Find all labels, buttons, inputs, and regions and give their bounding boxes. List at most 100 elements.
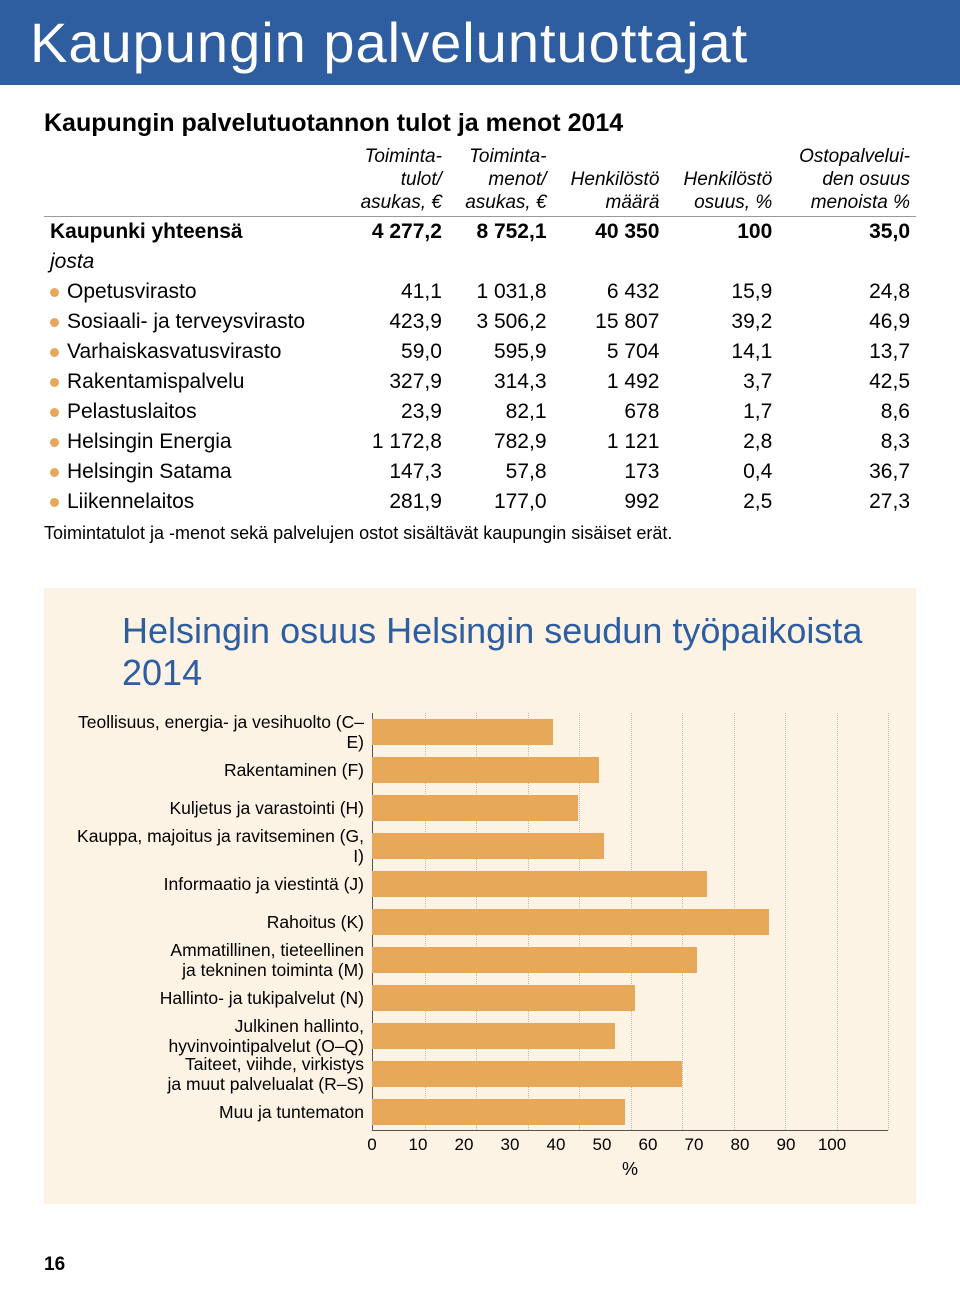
row-value: 5 704 (553, 337, 666, 367)
chart-bar (372, 795, 578, 821)
x-tick-label: 10 (409, 1135, 428, 1155)
chart-bar (372, 985, 635, 1011)
row-value: 2,5 (665, 487, 778, 517)
chart-row-label: Informaatio ja viestintä (J) (72, 865, 372, 903)
bullet-icon (50, 288, 59, 297)
chart-bar-row (372, 865, 888, 903)
row-value: 2,8 (665, 427, 778, 457)
row-value: 59,0 (343, 337, 448, 367)
row-value: 423,9 (343, 307, 448, 337)
page-number: 16 (0, 1234, 960, 1290)
x-tick-label: 50 (593, 1135, 612, 1155)
row-label: Rakentamispalvelu (44, 367, 343, 397)
chart-row-label: Rakentaminen (F) (72, 751, 372, 789)
row-value: 41,1 (343, 277, 448, 307)
row-label: Liikennelaitos (44, 487, 343, 517)
chart-x-unit: % (372, 1159, 888, 1180)
chart-plot (372, 713, 888, 1131)
row-label: Varhaiskasvatusvirasto (44, 337, 343, 367)
table-row: Pelastuslaitos23,982,16781,78,6 (44, 397, 916, 427)
table-header-cell: Toiminta-menot/asukas, € (448, 144, 553, 217)
row-value: 4 277,2 (343, 217, 448, 248)
x-tick-label: 100 (818, 1135, 846, 1155)
chart-bar (372, 1023, 615, 1049)
row-value: 0,4 (665, 457, 778, 487)
row-value: 327,9 (343, 367, 448, 397)
table-header-cell: Henkilöstömäärä (553, 144, 666, 217)
x-tick-label: 70 (685, 1135, 704, 1155)
chart-bar-row (372, 979, 888, 1017)
table-section: Kaupungin palvelutuotannon tulot ja meno… (0, 85, 960, 564)
row-value: 3,7 (665, 367, 778, 397)
x-tick-label: 20 (455, 1135, 474, 1155)
chart-row-label: Ammatillinen, tieteellinenja tekninen to… (72, 941, 372, 979)
table-footnote: Toimintatulot ja -menot sekä palvelujen … (44, 523, 916, 544)
table-head: Toiminta-tulot/asukas, €Toiminta-menot/a… (44, 144, 916, 217)
table-row: Rakentamispalvelu327,9314,31 4923,742,5 (44, 367, 916, 397)
x-tick-label: 40 (547, 1135, 566, 1155)
row-value: 1 172,8 (343, 427, 448, 457)
row-value: 1 492 (553, 367, 666, 397)
bullet-icon (50, 498, 59, 507)
chart-bar-row (372, 751, 888, 789)
row-value: 46,9 (778, 307, 916, 337)
chart-x-axis: 0102030405060708090100 (372, 1135, 832, 1157)
row-value: 23,9 (343, 397, 448, 427)
x-tick-label: 0 (367, 1135, 376, 1155)
row-value: 281,9 (343, 487, 448, 517)
row-value: 82,1 (448, 397, 553, 427)
data-table: Toiminta-tulot/asukas, €Toiminta-menot/a… (44, 144, 916, 517)
row-value: 36,7 (778, 457, 916, 487)
chart-panel: Helsingin osuus Helsingin seudun työpaik… (44, 588, 916, 1204)
bullet-icon (50, 318, 59, 327)
row-value: 8 752,1 (448, 217, 553, 248)
chart-bar-row (372, 827, 888, 865)
row-value: 314,3 (448, 367, 553, 397)
chart-bar-row (372, 903, 888, 941)
row-value: 147,3 (343, 457, 448, 487)
chart-bar-row (372, 1093, 888, 1131)
row-value: 6 432 (553, 277, 666, 307)
row-label: josta (44, 247, 343, 277)
table-title: Kaupungin palvelutuotannon tulot ja meno… (44, 109, 916, 138)
row-value: 57,8 (448, 457, 553, 487)
chart-row-label: Kauppa, majoitus ja ravitseminen (G, I) (72, 827, 372, 865)
row-value: 40 350 (553, 217, 666, 248)
row-label: Sosiaali- ja terveysvirasto (44, 307, 343, 337)
bullet-icon (50, 468, 59, 477)
x-tick-label: 80 (731, 1135, 750, 1155)
row-label: Helsingin Energia (44, 427, 343, 457)
row-value: 27,3 (778, 487, 916, 517)
row-value: 8,3 (778, 427, 916, 457)
x-tick-label: 60 (639, 1135, 658, 1155)
chart-bar (372, 1061, 682, 1087)
chart-bar-row (372, 789, 888, 827)
row-label: Opetusvirasto (44, 277, 343, 307)
chart-bar-row (372, 1055, 888, 1093)
table-header-cell (44, 144, 343, 217)
chart-row-label: Muu ja tuntematon (72, 1093, 372, 1131)
chart-bar-row (372, 1017, 888, 1055)
row-value: 782,9 (448, 427, 553, 457)
chart-y-labels: Teollisuus, energia- ja vesihuolto (C–E)… (72, 713, 372, 1131)
row-value: 3 506,2 (448, 307, 553, 337)
table-row: josta (44, 247, 916, 277)
chart-bar-row (372, 713, 888, 751)
table-row: Sosiaali- ja terveysvirasto423,93 506,21… (44, 307, 916, 337)
bullet-icon (50, 408, 59, 417)
chart-title: Helsingin osuus Helsingin seudun työpaik… (72, 610, 888, 693)
row-value: 8,6 (778, 397, 916, 427)
x-tick-label: 30 (501, 1135, 520, 1155)
chart-row-label: Taiteet, viihde, virkistysja muut palvel… (72, 1055, 372, 1093)
row-value: 1 031,8 (448, 277, 553, 307)
row-value: 1,7 (665, 397, 778, 427)
row-value: 14,1 (665, 337, 778, 367)
row-value: 1 121 (553, 427, 666, 457)
table-row: Varhaiskasvatusvirasto59,0595,95 70414,1… (44, 337, 916, 367)
chart-bar (372, 1099, 625, 1125)
row-value: 992 (553, 487, 666, 517)
row-label: Helsingin Satama (44, 457, 343, 487)
table-row: Helsingin Energia1 172,8782,91 1212,88,3 (44, 427, 916, 457)
table-header-cell: Henkilöstöosuus, % (665, 144, 778, 217)
row-label: Kaupunki yhteensä (44, 217, 343, 248)
